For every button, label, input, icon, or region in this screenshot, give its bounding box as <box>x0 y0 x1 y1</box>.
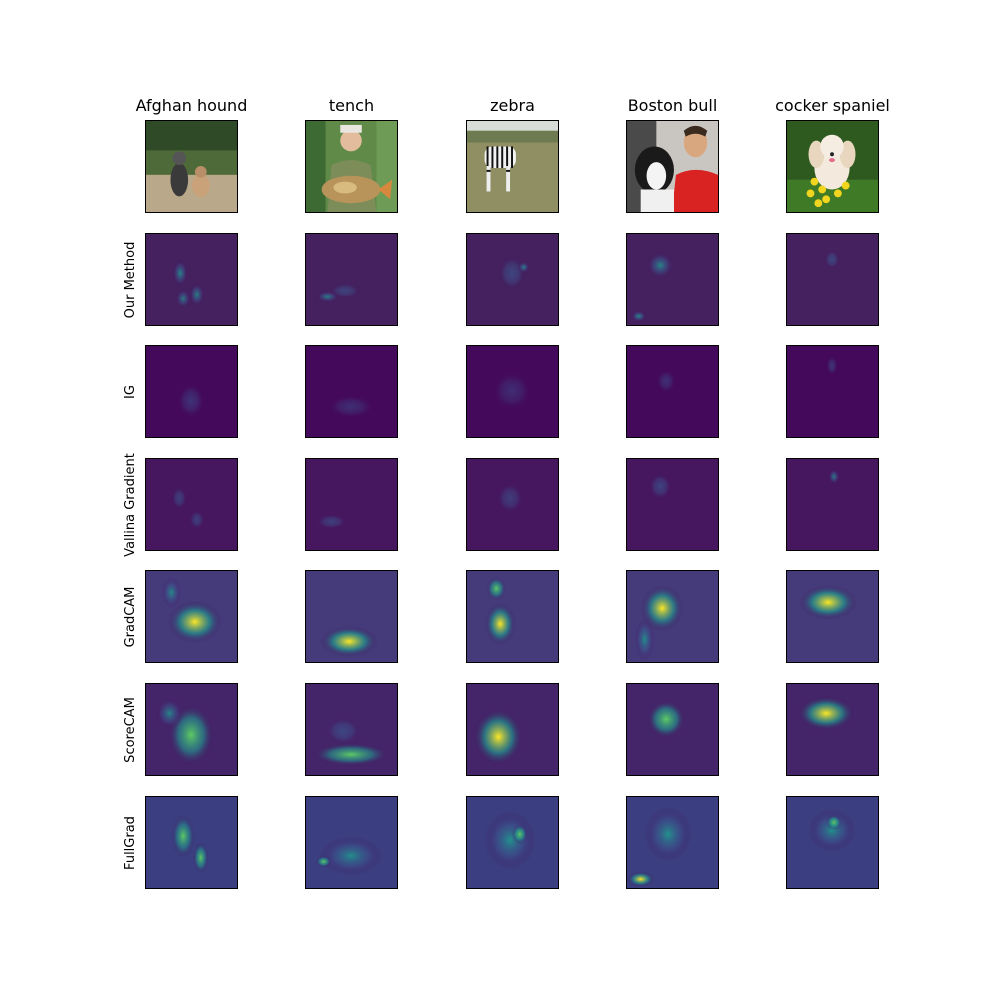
input-image <box>786 120 879 213</box>
saliency-heatmap <box>786 796 879 889</box>
column-title: zebra <box>490 96 535 115</box>
saliency-heatmap <box>305 458 398 551</box>
heatmap-image <box>306 234 397 325</box>
saliency-heatmap <box>305 233 398 326</box>
saliency-heatmap <box>626 345 719 438</box>
zebra-on-grassland-photo <box>467 121 558 212</box>
heatmap-image <box>146 797 237 888</box>
heatmap-image <box>306 797 397 888</box>
input-image <box>145 120 238 213</box>
input-image <box>305 120 398 213</box>
two-dogs-on-grass-photo <box>146 121 237 212</box>
saliency-heatmap <box>305 570 398 663</box>
heatmap-image <box>306 684 397 775</box>
heatmap-image <box>787 797 878 888</box>
heatmap-image <box>627 797 718 888</box>
saliency-heatmap <box>305 683 398 776</box>
saliency-heatmap <box>626 570 719 663</box>
saliency-heatmap <box>145 683 238 776</box>
heatmap-image <box>787 234 878 325</box>
saliency-heatmap <box>305 796 398 889</box>
saliency-heatmap <box>305 345 398 438</box>
saliency-heatmap <box>145 458 238 551</box>
heatmap-image <box>627 571 718 662</box>
heatmap-image <box>627 684 718 775</box>
heatmap-image <box>627 346 718 437</box>
heatmap-image <box>306 346 397 437</box>
saliency-heatmap <box>786 570 879 663</box>
heatmap-image <box>787 684 878 775</box>
heatmap-image <box>146 571 237 662</box>
saliency-heatmap <box>786 345 879 438</box>
white-dog-with-yellow-flowers-photo <box>787 121 878 212</box>
heatmap-image <box>627 234 718 325</box>
input-image <box>626 120 719 213</box>
heatmap-image <box>467 571 558 662</box>
heatmap-image <box>146 459 237 550</box>
heatmap-image <box>787 459 878 550</box>
saliency-heatmap <box>466 683 559 776</box>
heatmap-image <box>467 684 558 775</box>
column-title: Afghan hound <box>135 96 248 115</box>
heatmap-image <box>306 571 397 662</box>
man-holding-fish-photo <box>306 121 397 212</box>
saliency-heatmap <box>786 683 879 776</box>
saliency-heatmap <box>626 233 719 326</box>
saliency-heatmap <box>466 570 559 663</box>
column-title: cocker spaniel <box>775 96 890 115</box>
saliency-heatmap <box>786 233 879 326</box>
saliency-heatmap <box>466 458 559 551</box>
saliency-heatmap <box>145 570 238 663</box>
row-label: FullGrad <box>123 815 138 870</box>
heatmap-image <box>146 684 237 775</box>
heatmap-image <box>146 234 237 325</box>
saliency-heatmap <box>145 796 238 889</box>
heatmap-image <box>627 459 718 550</box>
dog-and-man-in-car-photo <box>627 121 718 212</box>
heatmap-image <box>467 234 558 325</box>
saliency-heatmap <box>145 233 238 326</box>
column-title: tench <box>328 96 375 115</box>
saliency-heatmap <box>626 796 719 889</box>
saliency-heatmap <box>466 233 559 326</box>
saliency-heatmap <box>786 458 879 551</box>
heatmap-image <box>467 459 558 550</box>
saliency-heatmap <box>626 683 719 776</box>
heatmap-image <box>787 346 878 437</box>
saliency-heatmap <box>466 345 559 438</box>
saliency-heatmap <box>145 345 238 438</box>
column-title: Boston bull <box>627 96 718 115</box>
heatmap-image <box>467 797 558 888</box>
input-image <box>466 120 559 213</box>
saliency-heatmap <box>626 458 719 551</box>
heatmap-image <box>146 346 237 437</box>
heatmap-image <box>467 346 558 437</box>
heatmap-image <box>787 571 878 662</box>
saliency-heatmap <box>466 796 559 889</box>
heatmap-image <box>306 459 397 550</box>
